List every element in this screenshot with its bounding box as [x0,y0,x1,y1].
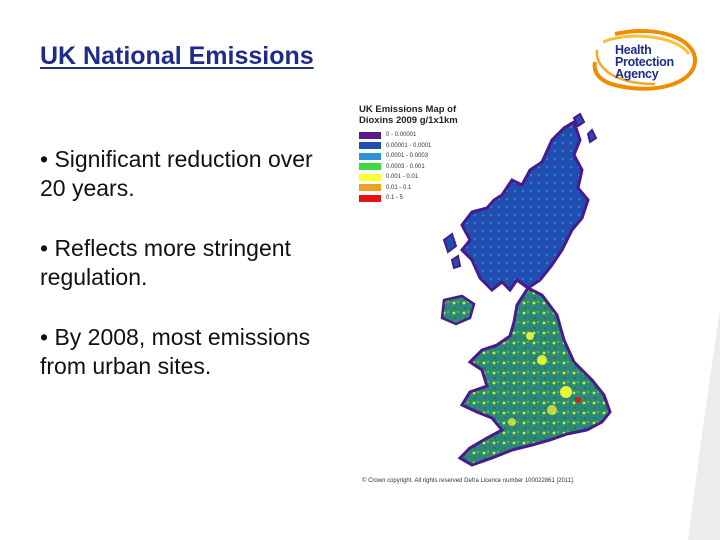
map-hotspot [575,397,581,403]
map-hotspot [537,355,547,365]
slide-title: UK National Emissions [40,42,314,70]
legend-row: 0.001 - 0.01 [359,172,431,183]
logo-ring-arc [595,49,656,86]
legend-label: 0.001 - 0.01 [386,174,419,181]
map-hotspot [547,405,557,415]
legend-row: 0.0001 - 0.0003 [359,151,431,162]
logo-text: Health Protection Agency [615,43,674,81]
legend-label: 0.1 - 5 [386,195,404,202]
map-hotspot [508,418,516,426]
map-hotspot [560,386,572,398]
logo-ring-inner [602,34,691,55]
legend-swatch [359,173,381,181]
map-legend-title: UK Emissions Map of Dioxins 2009 g/1x1km [359,104,458,126]
map-region-england-wales [457,286,612,467]
map-region-northern-ireland [440,294,476,326]
hpa-logo [592,29,698,91]
map-region-islands [442,112,598,270]
map-title-line: UK Emissions Map of [359,104,457,115]
bullet-item: • Reflects more stringent regulation. [40,235,291,290]
uk-emissions-map [440,112,612,467]
legend-swatch [359,152,381,160]
legend-row: 0.1 - 5 [359,193,431,204]
legend-row: 0 - 0.00001 [359,130,431,141]
bullet-item: • Significant reduction over 20 years. [40,146,313,201]
map-copyright: © Crown copyright. All rights reserved D… [362,478,575,484]
legend-swatch [359,184,381,192]
legend-row: 0.00001 - 0.0001 [359,141,431,152]
legend-label: 0.0003 - 0.001 [386,163,425,170]
logo-ring-outer [592,29,698,91]
map-title-line: Dioxins 2009 g/1x1km [359,115,458,126]
map-region-scotland [459,119,590,293]
legend-swatch [359,142,381,150]
legend-swatch [359,194,381,202]
logo-word-agency: Agency [615,67,659,81]
logo-word-health: Health [615,43,652,57]
bullet-list: • Significant reduction over 20 years. •… [40,145,340,412]
bullet-item: • By 2008, most emissions from urban sit… [40,324,311,379]
decorative-corner-shape [688,310,720,540]
legend-label: 0.0001 - 0.0003 [386,153,429,160]
map-hotspot [526,332,534,340]
legend-label: 0 - 0.00001 [386,132,417,139]
legend-swatch [359,163,381,171]
legend-swatch [359,131,381,139]
legend-row: 0.01 - 0.1 [359,183,431,194]
legend-row: 0.0003 - 0.001 [359,162,431,173]
legend-label: 0.01 - 0.1 [386,184,412,191]
legend-label: 0.00001 - 0.0001 [386,142,432,149]
map-legend: 0 - 0.00001 0.00001 - 0.0001 0.0001 - 0.… [359,130,431,204]
logo-word-protection: Protection [615,55,674,69]
